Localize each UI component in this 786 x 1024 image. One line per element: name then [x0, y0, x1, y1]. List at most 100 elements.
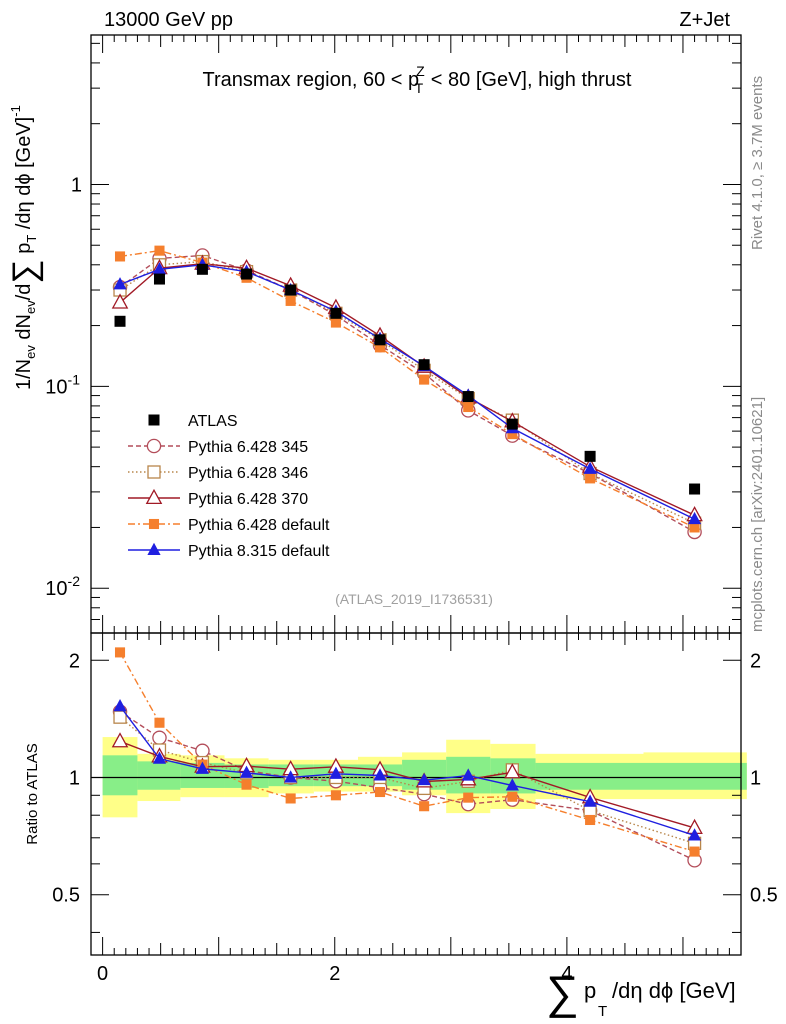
ratio-line-4	[119, 705, 695, 837]
data-point	[689, 483, 701, 495]
series-point-3	[114, 251, 126, 262]
data-point	[418, 359, 430, 371]
ratio-point-3	[419, 801, 430, 812]
svg-text:T: T	[598, 1003, 607, 1020]
data-point	[584, 450, 596, 462]
chart-title: Transmax region, 60 < pZ T < 80 [GeV], hi…	[203, 63, 632, 96]
series-point-4	[113, 277, 127, 290]
series-point-3	[689, 522, 700, 533]
y-axis-label: 1/Nev dNev/d∑ pT /dη dϕ [GeV]-1	[6, 105, 44, 390]
ratio-line-3	[119, 652, 695, 853]
series-point-3	[154, 245, 165, 256]
y-tick-label-1: 1	[71, 174, 82, 196]
main-plot-content	[111, 245, 703, 540]
data-point	[374, 334, 386, 346]
ratio-band-green	[102, 755, 138, 796]
ratio-point-4	[461, 768, 475, 781]
ratio-point-4	[239, 765, 254, 778]
ratio-point-4	[329, 766, 343, 779]
ratio-point-4	[195, 761, 210, 774]
x-tick-label: 0	[97, 963, 108, 985]
series-point-2	[111, 293, 129, 309]
legend: ATLAS Pythia 6.428 345 Pythia 6.428 346 Pyt…	[128, 413, 330, 560]
legend-label-data: ATLAS	[188, 413, 238, 430]
legend-marker-4	[147, 542, 161, 556]
mcplots-reference-label: mcplots.cern.ch [arXiv:2401.10621]	[749, 397, 766, 632]
ratio-tick-label-left: 0.5	[52, 885, 80, 907]
ratio-point-4	[373, 768, 387, 781]
legend-label-3: Pythia 6.428 default	[188, 517, 330, 534]
x-axis-label: ∑ p T /dη dϕ [GeV]	[546, 966, 736, 1020]
ratio-axis-ticks: 0 2 4 0.5 0.5 1 1 2 2	[52, 633, 778, 985]
ratio-point-3	[507, 791, 518, 802]
ratio-point-0	[195, 743, 210, 759]
ratio-point-3	[689, 846, 700, 857]
series-point-3	[463, 401, 474, 413]
series-line-4	[119, 264, 695, 520]
ratio-band-green	[643, 762, 747, 790]
collision-energy-label: 13000 GeV pp	[104, 9, 233, 31]
ratio-point-4	[687, 828, 702, 841]
series-point-3	[330, 317, 341, 328]
series-point-4	[687, 511, 702, 525]
ratio-tick-label-left: 2	[69, 650, 80, 672]
series-point-4	[583, 461, 597, 474]
process-label: Z+Jet	[679, 9, 730, 31]
ratio-point-4	[113, 699, 127, 712]
svg-text:1/Nev dNev/d∑ pT /dη dϕ [GeV]: 1/Nev dNev/d∑ pT /dη dϕ [GeV]-1	[6, 105, 44, 390]
ratio-line-0	[119, 711, 695, 861]
series-line-2	[119, 263, 695, 516]
data-point	[241, 268, 253, 280]
data-point	[153, 273, 165, 285]
svg-text:∑: ∑	[546, 966, 579, 1018]
ratio-point-3	[154, 717, 165, 728]
ratio-point-3	[330, 790, 341, 801]
data-point	[285, 284, 297, 296]
ratio-point-4	[152, 751, 167, 764]
ratio-point-0	[152, 730, 167, 746]
legend-label-0: Pythia 6.428 345	[188, 439, 308, 456]
legend-marker-3	[148, 518, 160, 530]
series-point-3	[285, 295, 296, 306]
series-point-3	[374, 342, 386, 353]
data-point	[330, 307, 342, 319]
ratio-point-2	[504, 763, 521, 779]
ratio-tick-label-right: 2	[750, 650, 761, 672]
ratio-tick-label-left: 1	[69, 767, 80, 789]
ratio-panel: 0 2 4 0.5 0.5 1 1 2 2 Ratio to ATLAS	[24, 632, 778, 985]
ratio-plot-content	[91, 647, 747, 868]
x-tick-label: 2	[329, 963, 340, 985]
ratio-point-2	[111, 732, 129, 748]
series-point-3	[585, 473, 596, 484]
ratio-point-3	[114, 647, 126, 658]
ratio-point-3	[374, 786, 386, 798]
x-tick-label: 4	[561, 963, 572, 985]
y-tick-label-1e-2: 10-2	[45, 573, 80, 600]
ratio-point-3	[285, 793, 296, 804]
main-axis-ticks: 10-2 10-1 1	[45, 35, 742, 634]
data-point	[196, 263, 208, 275]
ratio-line-2	[119, 740, 695, 829]
ratio-point-4	[583, 794, 597, 807]
analysis-id-label: (ATLAS_2019_I1736531)	[335, 591, 493, 607]
data-point	[462, 391, 474, 403]
ratio-tick-label-right: 1	[750, 767, 761, 789]
ratio-point-4	[284, 770, 298, 783]
legend-label-2: Pythia 6.428 370	[188, 491, 308, 508]
data-point	[506, 418, 518, 430]
y-tick-label-1e-1: 10-1	[45, 371, 80, 398]
legend-label-1: Pythia 6.428 346	[188, 465, 308, 482]
series-line-3	[119, 249, 695, 529]
ratio-point-3	[585, 814, 596, 826]
legend-marker-1	[147, 465, 161, 479]
legend-marker-0	[146, 438, 162, 454]
rivet-version-label: Rivet 4.1.0, ≥ 3.7M events	[749, 76, 766, 250]
data-point	[114, 315, 126, 327]
series-point-4	[152, 262, 167, 275]
ratio-point-3	[241, 779, 252, 790]
ratio-band-green	[137, 761, 181, 790]
svg-text:/dη dϕ [GeV]: /dη dϕ [GeV]	[612, 978, 736, 1003]
main-panel: 10-2 10-1 1 Transmax region, 60 < pZ T < 80…	[6, 34, 742, 634]
ratio-point-4	[505, 778, 519, 791]
series-point-3	[419, 374, 430, 385]
